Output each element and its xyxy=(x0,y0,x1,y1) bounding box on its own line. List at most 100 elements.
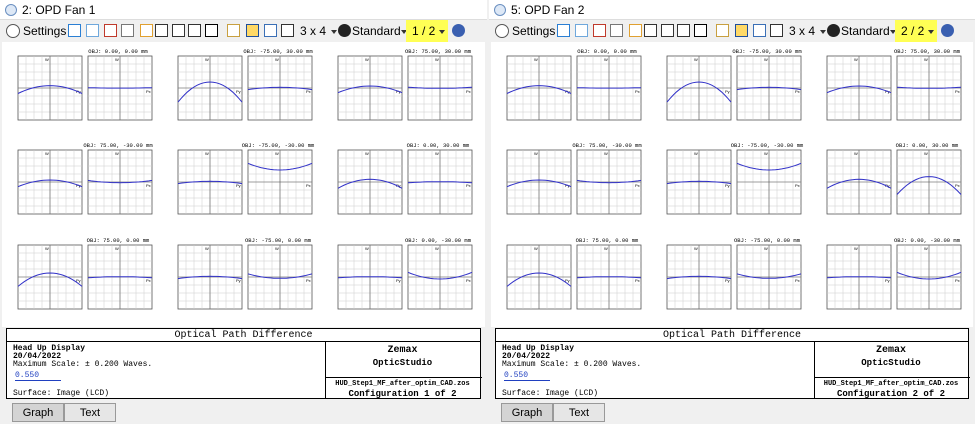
opd-curve xyxy=(407,86,473,89)
tool-icon[interactable] xyxy=(661,24,674,37)
axis-label: W xyxy=(435,246,439,251)
plot-label: OBJ: 75.00, -30.00 mm xyxy=(83,142,153,149)
tool-icon[interactable] xyxy=(644,24,657,37)
plot-label: OBJ: 75.00, 0.00 mm xyxy=(576,237,639,244)
help-icon[interactable] xyxy=(941,24,954,37)
opd-curve xyxy=(177,275,243,280)
plot-label: OBJ: 0.00, -30.00 mm xyxy=(405,237,472,244)
axis-label: W xyxy=(604,246,608,251)
tool-icon[interactable] xyxy=(86,24,99,37)
help-icon[interactable] xyxy=(452,24,465,37)
tool-icon[interactable] xyxy=(172,24,185,37)
axis-label: Px xyxy=(146,89,151,94)
axis-label: W xyxy=(365,151,369,156)
mode-button[interactable]: Standard xyxy=(841,24,890,38)
axis-label: W xyxy=(205,151,209,156)
axis-label: W xyxy=(365,246,369,251)
settings-chevron[interactable] xyxy=(6,24,20,38)
opd-curve xyxy=(17,85,83,94)
axis-label: Py xyxy=(725,278,730,283)
opd-curve xyxy=(826,85,892,94)
opd-curve xyxy=(666,275,732,280)
refresh-icon[interactable] xyxy=(827,24,840,37)
settings-chevron[interactable] xyxy=(495,24,509,38)
page-button[interactable]: 2 / 2 xyxy=(901,24,925,38)
toolbar: Settings 3 x 4 Standard 2 / 2 xyxy=(489,20,975,42)
axis-label: W xyxy=(694,151,698,156)
tool-icon[interactable] xyxy=(575,24,588,37)
tool-icon[interactable] xyxy=(246,24,259,37)
tool-icon[interactable] xyxy=(716,24,729,37)
tab[interactable]: Graph xyxy=(12,403,64,422)
tool-icon[interactable] xyxy=(227,24,240,37)
tool-icon[interactable] xyxy=(104,24,117,37)
axis-label: Px xyxy=(466,278,471,283)
tab[interactable]: Graph xyxy=(501,403,553,422)
opd-curve xyxy=(736,162,802,171)
axis-label: Px xyxy=(635,89,640,94)
axis-label: Px xyxy=(955,183,960,188)
plot-label: OBJ: 0.00, 30.00 mm xyxy=(896,142,959,149)
axis-label: Px xyxy=(306,89,311,94)
opd-curve xyxy=(337,85,403,94)
tool-icon[interactable] xyxy=(629,24,642,37)
tool-icon[interactable] xyxy=(188,24,201,37)
tool-icon[interactable] xyxy=(610,24,623,37)
settings-button[interactable]: Settings xyxy=(512,24,556,38)
surface: Surface: Image (LCD) xyxy=(13,389,110,398)
tool-icon[interactable] xyxy=(281,24,294,37)
axis-label: Py xyxy=(725,183,730,188)
axis-label: W xyxy=(435,57,439,62)
axis-label: Py xyxy=(725,89,730,94)
axis-label: Py xyxy=(396,278,401,283)
tool-icon[interactable] xyxy=(770,24,783,37)
plot-label: OBJ: -75.00, 30.00 mm xyxy=(243,48,313,55)
axis-label: W xyxy=(205,57,209,62)
product: OpticStudio xyxy=(861,358,921,368)
tool-icon[interactable] xyxy=(677,24,690,37)
page-button[interactable]: 1 / 2 xyxy=(412,24,436,38)
refresh-icon[interactable] xyxy=(338,24,351,37)
plot-area: OBJ: 0.00, 0.00 mm W Py W Px OBJ: -75.00, 30.… xyxy=(2,42,485,327)
brand: Zemax xyxy=(875,345,906,356)
opd-curve xyxy=(576,179,642,184)
tool-icon[interactable] xyxy=(593,24,606,37)
tool-icon[interactable] xyxy=(264,24,277,37)
tool-icon[interactable] xyxy=(205,24,218,37)
tool-icon[interactable] xyxy=(753,24,766,37)
tab[interactable]: Text xyxy=(64,403,116,422)
tool-icon[interactable] xyxy=(121,24,134,37)
layout-button[interactable]: 3 x 4 xyxy=(300,24,327,38)
opd-curve xyxy=(337,178,403,189)
plot-area: OBJ: 0.00, 0.00 mm W Py W Px OBJ: -75.00, 30.… xyxy=(491,42,973,327)
axis-label: Px xyxy=(306,183,311,188)
settings-button[interactable]: Settings xyxy=(23,24,67,38)
axis-label: W xyxy=(205,246,209,251)
brand: Zemax xyxy=(387,345,418,356)
tool-icon[interactable] xyxy=(557,24,570,37)
window-icon xyxy=(494,4,506,16)
tool-icon[interactable] xyxy=(140,24,153,37)
axis-label: Px xyxy=(635,278,640,283)
opd-curve xyxy=(177,81,243,103)
tool-icon[interactable] xyxy=(155,24,168,37)
opd-curve xyxy=(17,272,83,287)
file-name: HUD_Step1_MF_after_optim_CAD.zos xyxy=(335,380,470,388)
plot-label: OBJ: -75.00, 0.00 mm xyxy=(245,237,312,244)
tool-icon[interactable] xyxy=(68,24,81,37)
dropdown-arrow xyxy=(928,30,934,34)
layout-button[interactable]: 3 x 4 xyxy=(789,24,816,38)
tool-icon[interactable] xyxy=(735,24,748,37)
highlight xyxy=(895,20,937,42)
info-box: Optical Path Difference Head Up Display 20… xyxy=(495,328,970,399)
axis-label: W xyxy=(694,246,698,251)
tool-icon[interactable] xyxy=(694,24,707,37)
axis-label: W xyxy=(764,151,768,156)
opd-curve xyxy=(177,180,243,185)
opd-curve xyxy=(247,273,313,279)
tab[interactable]: Text xyxy=(553,403,605,422)
mode-button[interactable]: Standard xyxy=(352,24,401,38)
dropdown-arrow xyxy=(820,30,826,34)
axis-label: W xyxy=(764,246,768,251)
